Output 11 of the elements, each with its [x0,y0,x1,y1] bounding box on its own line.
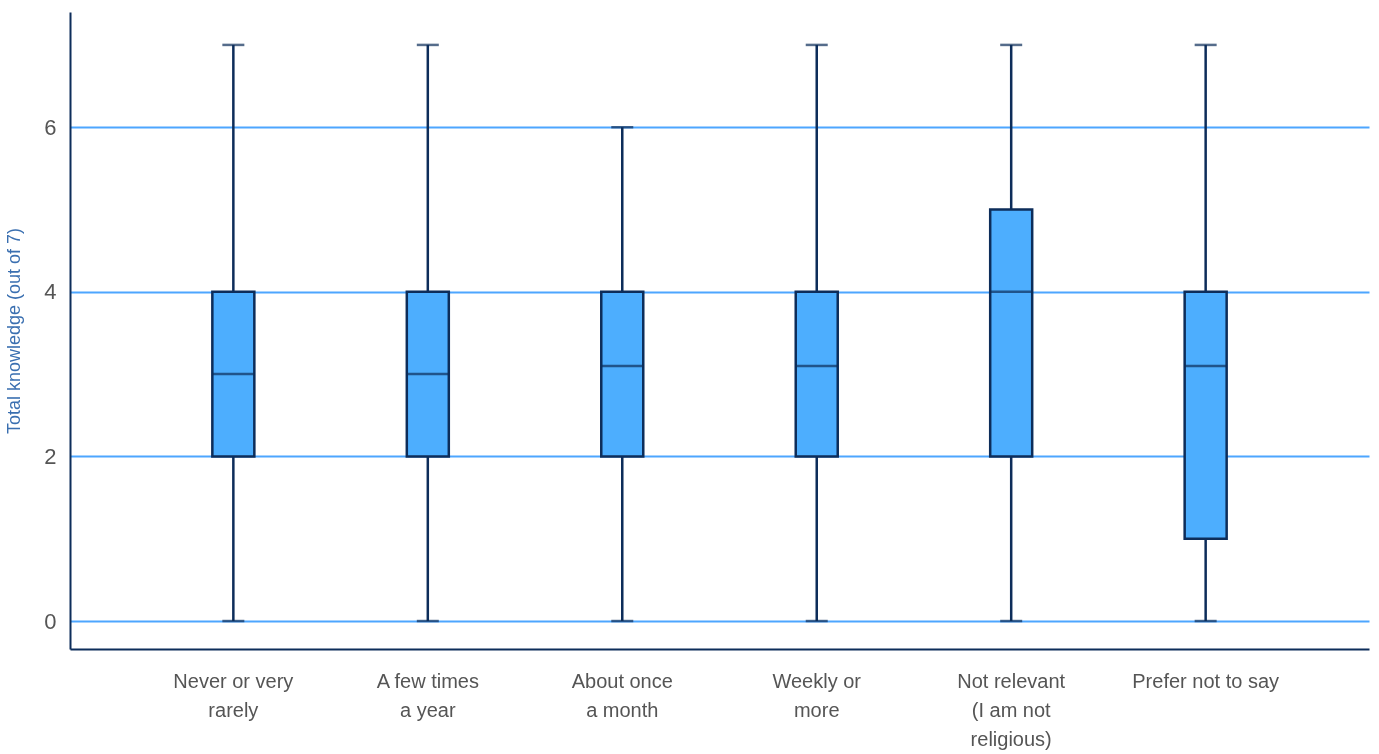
x-tick-label: About once a month [571,669,673,721]
x-tick-label: Not relevant (I am not religious) [957,669,1066,750]
y-tick-label: 0 [44,608,57,634]
y-axis-title: Total knowledge (out of 7) [4,227,25,435]
x-tick-label: Prefer not to say [1132,669,1280,692]
x-tick-label: A few times a year [376,669,479,721]
x-tick-label: Weekly or more [772,669,862,721]
y-tick-label: 6 [44,114,57,140]
y-tick-label: 4 [44,279,57,305]
x-tick-label: Never or very rarely [173,669,294,721]
y-tick-label: 2 [44,443,57,469]
